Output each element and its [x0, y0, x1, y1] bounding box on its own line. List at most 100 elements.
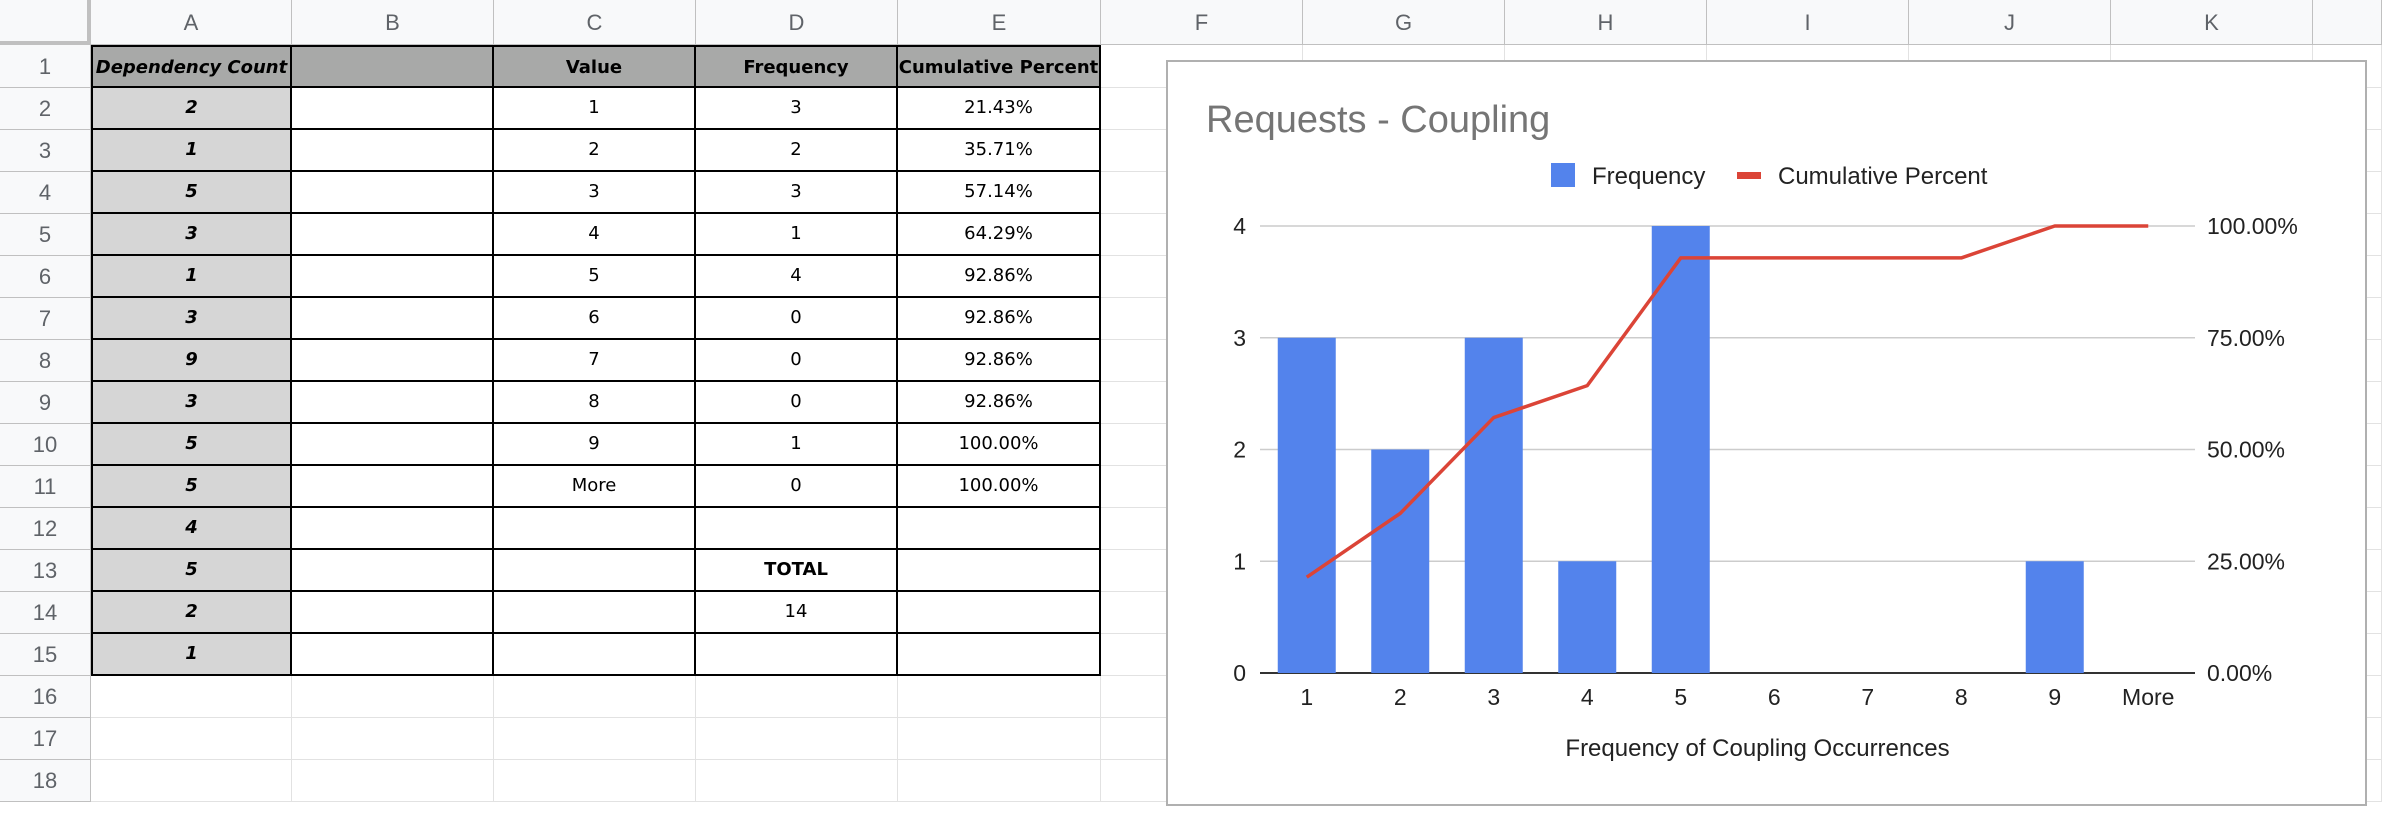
table-cell[interactable]	[292, 130, 494, 172]
header-cell-a[interactable]: Dependency Count	[91, 45, 292, 88]
table-cell[interactable]	[696, 634, 898, 676]
row-header-3[interactable]: 3	[0, 130, 91, 172]
dependency-count-cell[interactable]: 5	[91, 424, 292, 466]
grid-cell[interactable]	[494, 676, 696, 718]
grid-cell[interactable]	[696, 760, 898, 802]
header-cell-b[interactable]	[292, 45, 494, 88]
dependency-count-cell[interactable]: 3	[91, 382, 292, 424]
grid-cell[interactable]	[292, 676, 494, 718]
bin-value-cell[interactable]: 4	[494, 214, 696, 256]
cumulative-percent-cell[interactable]: 92.86%	[898, 256, 1101, 298]
table-cell[interactable]	[292, 592, 494, 634]
table-cell[interactable]	[898, 592, 1101, 634]
cumulative-percent-cell[interactable]: 100.00%	[898, 424, 1101, 466]
table-cell[interactable]	[292, 508, 494, 550]
table-cell[interactable]	[494, 508, 696, 550]
row-header-1[interactable]: 1	[0, 45, 91, 88]
dependency-count-cell[interactable]: 2	[91, 592, 292, 634]
bin-value-cell[interactable]: 3	[494, 172, 696, 214]
dependency-count-cell[interactable]: 4	[91, 508, 292, 550]
row-header-14[interactable]: 14	[0, 592, 91, 634]
frequency-cell[interactable]: 2	[696, 130, 898, 172]
table-cell[interactable]	[292, 424, 494, 466]
row-header-11[interactable]: 11	[0, 466, 91, 508]
row-header-10[interactable]: 10	[0, 424, 91, 466]
total-label-cell[interactable]: TOTAL	[696, 550, 898, 592]
table-cell[interactable]	[494, 592, 696, 634]
grid-cell[interactable]	[898, 760, 1101, 802]
row-header-7[interactable]: 7	[0, 298, 91, 340]
row-header-16[interactable]: 16	[0, 676, 91, 718]
row-header-18[interactable]: 18	[0, 760, 91, 802]
row-header-12[interactable]: 12	[0, 508, 91, 550]
cumulative-percent-cell[interactable]: 64.29%	[898, 214, 1101, 256]
frequency-cell[interactable]: 0	[696, 340, 898, 382]
cumulative-percent-cell[interactable]: 57.14%	[898, 172, 1101, 214]
row-header-15[interactable]: 15	[0, 634, 91, 676]
dependency-count-cell[interactable]: 3	[91, 214, 292, 256]
table-cell[interactable]	[292, 634, 494, 676]
row-header-6[interactable]: 6	[0, 256, 91, 298]
dependency-count-cell[interactable]: 9	[91, 340, 292, 382]
column-header-b[interactable]: B	[292, 0, 494, 45]
table-cell[interactable]	[494, 634, 696, 676]
frequency-cell[interactable]: 3	[696, 88, 898, 130]
cumulative-percent-cell[interactable]: 21.43%	[898, 88, 1101, 130]
frequency-cell[interactable]: 0	[696, 298, 898, 340]
bin-value-cell[interactable]: 6	[494, 298, 696, 340]
column-header-i[interactable]: I	[1707, 0, 1909, 45]
grid-cell[interactable]	[91, 760, 292, 802]
column-header-f[interactable]: F	[1101, 0, 1303, 45]
grid-cell[interactable]	[696, 676, 898, 718]
select-all-corner[interactable]	[0, 0, 91, 45]
row-header-9[interactable]: 9	[0, 382, 91, 424]
grid-cell[interactable]	[91, 676, 292, 718]
frequency-cell[interactable]: 0	[696, 382, 898, 424]
grid-cell[interactable]	[494, 760, 696, 802]
cumulative-percent-cell[interactable]: 92.86%	[898, 382, 1101, 424]
dependency-count-cell[interactable]: 5	[91, 172, 292, 214]
dependency-count-cell[interactable]: 1	[91, 256, 292, 298]
table-cell[interactable]	[292, 88, 494, 130]
dependency-count-cell[interactable]: 1	[91, 634, 292, 676]
grid-cell[interactable]	[91, 718, 292, 760]
grid-cell[interactable]	[494, 718, 696, 760]
table-cell[interactable]	[292, 550, 494, 592]
header-cell-d[interactable]: Frequency	[696, 45, 898, 88]
table-cell[interactable]	[898, 634, 1101, 676]
row-header-8[interactable]: 8	[0, 340, 91, 382]
frequency-cell[interactable]: 1	[696, 424, 898, 466]
table-cell[interactable]	[292, 340, 494, 382]
frequency-cell[interactable]: 3	[696, 172, 898, 214]
table-cell[interactable]	[898, 550, 1101, 592]
grid-cell[interactable]	[898, 718, 1101, 760]
chart-container[interactable]: Requests - Coupling Frequency Cumulative P…	[1166, 60, 2367, 806]
row-header-5[interactable]: 5	[0, 214, 91, 256]
table-cell[interactable]	[696, 508, 898, 550]
column-header-c[interactable]: C	[494, 0, 696, 45]
frequency-cell[interactable]: 0	[696, 466, 898, 508]
bin-value-cell[interactable]: 2	[494, 130, 696, 172]
bin-value-cell[interactable]: 8	[494, 382, 696, 424]
grid-cell[interactable]	[898, 676, 1101, 718]
table-cell[interactable]	[292, 172, 494, 214]
header-cell-c[interactable]: Value	[494, 45, 696, 88]
grid-cell[interactable]	[292, 760, 494, 802]
cumulative-percent-cell[interactable]: 35.71%	[898, 130, 1101, 172]
dependency-count-cell[interactable]: 5	[91, 466, 292, 508]
header-cell-e[interactable]: Cumulative Percent	[898, 45, 1101, 88]
grid-cell[interactable]	[696, 718, 898, 760]
column-header-a[interactable]: A	[91, 0, 292, 45]
column-header-k[interactable]: K	[2111, 0, 2313, 45]
table-cell[interactable]	[292, 214, 494, 256]
dependency-count-cell[interactable]: 2	[91, 88, 292, 130]
column-header-e[interactable]: E	[898, 0, 1101, 45]
table-cell[interactable]	[292, 466, 494, 508]
bin-value-cell[interactable]: 9	[494, 424, 696, 466]
dependency-count-cell[interactable]: 1	[91, 130, 292, 172]
cumulative-percent-cell[interactable]: 92.86%	[898, 298, 1101, 340]
column-header-h[interactable]: H	[1505, 0, 1707, 45]
dependency-count-cell[interactable]: 3	[91, 298, 292, 340]
cumulative-percent-cell[interactable]: 100.00%	[898, 466, 1101, 508]
bin-value-cell[interactable]: More	[494, 466, 696, 508]
